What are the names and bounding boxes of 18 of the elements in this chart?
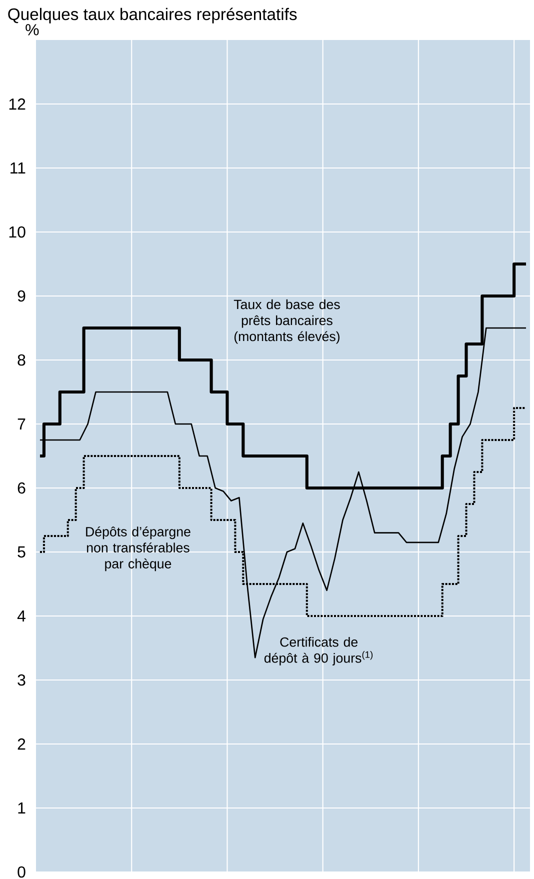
y-tick-label: 2 [18, 738, 26, 750]
y-tick-label: 4 [17, 610, 26, 622]
y-axis-title: % [26, 24, 39, 36]
y-tick-label: 6 [18, 482, 26, 494]
series-label: Dépôts d’épargne non transférables par chèque [86, 526, 190, 572]
chart-title: Quelques taux bancaires représentatifs [8, 8, 297, 24]
y-tick-label: 0 [18, 866, 26, 878]
y-tick-label: 1 [18, 802, 26, 814]
y-tick-label: 12 [9, 98, 26, 110]
y-tick-label: 8 [18, 354, 26, 366]
series-label: Certificats de dépôt à 90 jours$^{(1)}$ [264, 636, 373, 666]
y-tick-label: 5 [18, 546, 26, 558]
y-tick-label: 7 [18, 418, 26, 430]
y-tick-label: 10 [9, 226, 26, 238]
y-tick-label: 11 [10, 162, 26, 174]
text: Taux de base des prêts bancaires (montants élevés) [234, 299, 340, 344]
y-tick-label: 9 [18, 290, 26, 302]
y-tick-label: 3 [18, 674, 26, 686]
